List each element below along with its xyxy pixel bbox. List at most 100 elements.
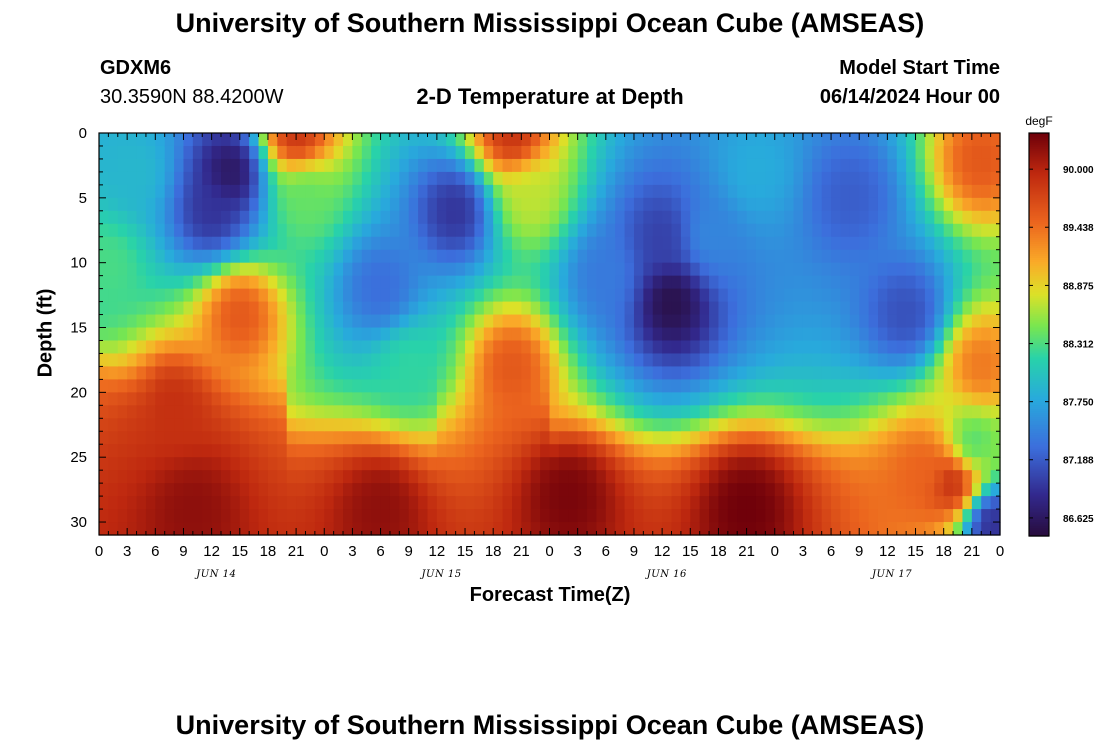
heatmap-cell	[418, 470, 429, 484]
heatmap-cell	[249, 197, 260, 212]
heatmap-cell	[389, 392, 400, 406]
heatmap-cell	[314, 210, 325, 225]
heatmap-cell	[127, 522, 138, 536]
heatmap-cell	[840, 340, 851, 355]
heatmap-cell	[127, 158, 138, 173]
heatmap-cell	[662, 145, 673, 160]
heatmap-cell	[746, 327, 757, 342]
heatmap-cell	[915, 327, 926, 342]
heatmap-cell	[568, 210, 579, 225]
heatmap-cell	[662, 223, 673, 238]
heatmap-cell	[690, 210, 701, 225]
heatmap-cell	[361, 405, 372, 419]
heatmap-cell	[267, 457, 278, 471]
heatmap-cell	[371, 171, 382, 186]
heatmap-cell	[446, 470, 457, 484]
heatmap-cell	[483, 457, 494, 471]
colorbar-segment	[1029, 251, 1049, 255]
heatmap-cell	[643, 392, 654, 406]
heatmap-cell	[408, 392, 419, 406]
heatmap-cell	[868, 418, 879, 432]
heatmap-cell	[314, 288, 325, 303]
heatmap-cell	[934, 314, 945, 329]
heatmap-cell	[859, 418, 870, 432]
heatmap-cell	[915, 522, 926, 536]
heatmap-cell	[652, 133, 663, 147]
heatmap-cell	[784, 158, 795, 173]
heatmap-cell	[521, 158, 532, 173]
heatmap-cell	[690, 496, 701, 510]
heatmap-cell	[680, 184, 691, 199]
colorbar-segment	[1029, 213, 1049, 217]
colorbar-segment	[1029, 284, 1049, 287]
colorbar-segment	[1029, 487, 1049, 491]
heatmap-cell	[971, 197, 982, 212]
heatmap-cell	[821, 509, 832, 523]
heatmap-cell	[868, 288, 879, 303]
heatmap-cell	[361, 522, 372, 536]
heatmap-cell	[324, 158, 335, 173]
heatmap-cell	[333, 431, 344, 445]
heatmap-cell	[399, 405, 410, 419]
heatmap-cell	[305, 366, 316, 380]
heatmap-cell	[99, 275, 109, 290]
heatmap-cell	[924, 184, 935, 199]
heatmap-cell	[540, 509, 551, 523]
heatmap-cell	[343, 210, 354, 225]
heatmap-cell	[540, 457, 551, 471]
heatmap-cell	[859, 171, 870, 186]
heatmap-cell	[906, 379, 917, 393]
heatmap-cell	[418, 158, 429, 173]
heatmap-cell	[793, 366, 804, 380]
heatmap-cell	[953, 340, 964, 355]
heatmap-cell	[755, 223, 766, 238]
heatmap-cell	[596, 457, 607, 471]
heatmap-cell	[662, 262, 673, 277]
heatmap-cell	[802, 379, 813, 393]
heatmap-cell	[859, 431, 870, 445]
heatmap-cell	[530, 444, 541, 458]
heatmap-cell	[183, 457, 194, 471]
heatmap-cell	[662, 249, 673, 264]
heatmap-cell	[305, 223, 316, 238]
heatmap-cell	[755, 392, 766, 406]
colorbar-segment	[1029, 411, 1049, 414]
heatmap-cell	[784, 340, 795, 355]
heatmap-cell	[117, 197, 128, 212]
heatmap-cell	[221, 470, 231, 484]
heatmap-cell	[314, 301, 325, 316]
heatmap-cell	[108, 379, 119, 393]
heatmap-cell	[577, 262, 588, 277]
heatmap-cell	[502, 133, 513, 147]
heatmap-cell	[962, 327, 973, 342]
heatmap-cell	[305, 158, 316, 173]
heatmap-cell	[502, 210, 513, 225]
heatmap-cell	[333, 470, 344, 484]
colorbar-segment	[1029, 525, 1049, 529]
heatmap-cell	[239, 158, 250, 173]
heatmap-cell	[502, 327, 513, 342]
heatmap-cell	[267, 353, 278, 368]
heatmap-cell	[755, 431, 766, 445]
heatmap-cell	[258, 522, 269, 536]
heatmap-cell	[108, 262, 119, 277]
heatmap-cell	[615, 392, 626, 406]
x-tick-label: 15	[682, 543, 699, 560]
heatmap-cell	[906, 353, 917, 368]
heatmap-cell	[324, 431, 335, 445]
heatmap-cell	[699, 483, 710, 497]
heatmap-cell	[596, 522, 607, 536]
heatmap-cell	[145, 444, 156, 458]
heatmap-cell	[296, 327, 307, 342]
heatmap-cell	[221, 444, 231, 458]
heatmap-cell	[427, 483, 438, 497]
heatmap-cell	[765, 509, 776, 523]
heatmap-cell	[849, 483, 860, 497]
heatmap-cell	[568, 249, 579, 264]
heatmap-cell	[371, 340, 382, 355]
colorbar-segment	[1029, 306, 1049, 309]
heatmap-cell	[230, 392, 241, 406]
colorbar-segment	[1029, 193, 1049, 197]
heatmap-cell	[474, 483, 485, 497]
heatmap-cell	[474, 158, 485, 173]
